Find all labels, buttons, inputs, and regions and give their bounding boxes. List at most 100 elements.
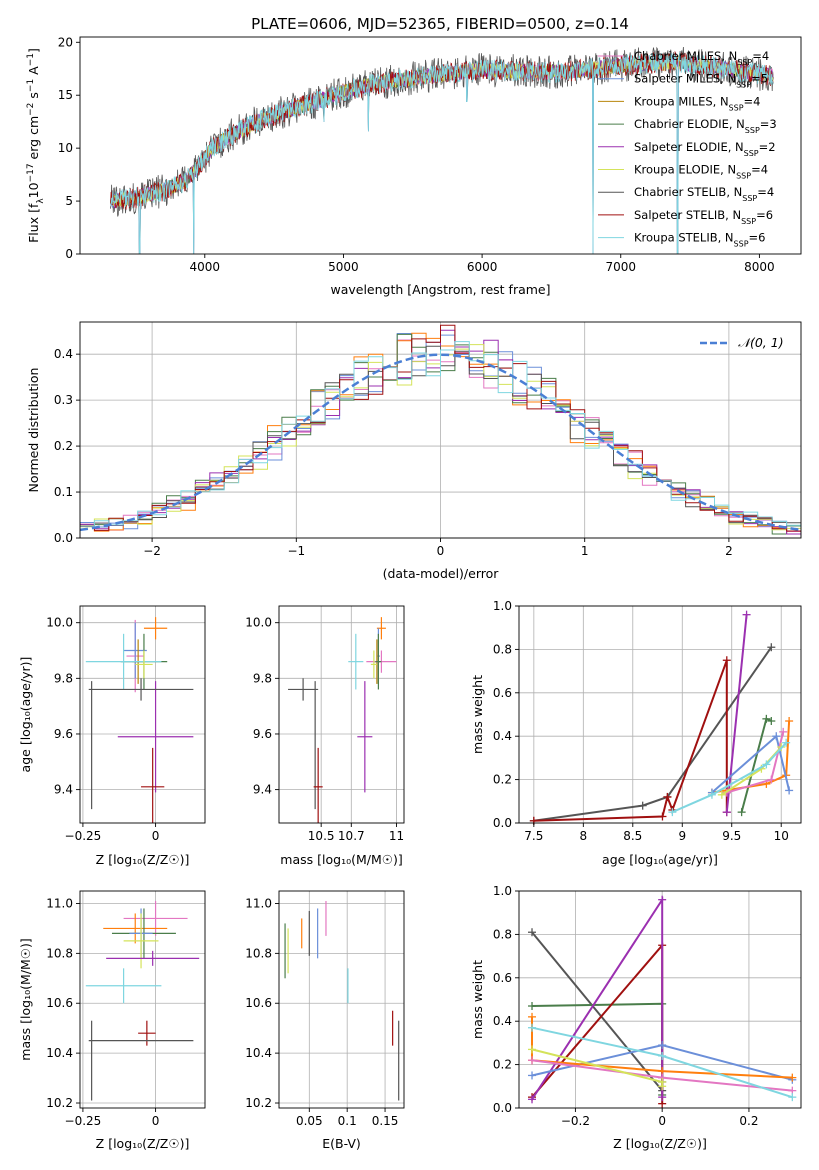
agez-frame [79, 605, 206, 824]
massebv-x-tick-label: 0.1 [338, 1114, 357, 1128]
spectrum-lines [110, 46, 774, 254]
agemass-y-tick-label: 9.6 [253, 727, 272, 741]
wz-series [528, 895, 797, 1108]
wage-x-tick-label: 9.5 [722, 829, 741, 843]
agez-x-tick-label: −0.25 [65, 829, 102, 843]
wage-marker [767, 717, 776, 726]
spectrum-y-tick-label: 15 [58, 88, 73, 102]
residuals-y-tick-label: 0.1 [54, 485, 73, 499]
wage-marker [717, 790, 726, 799]
agez-x-label: Z [log₁₀(Z/Z☉)] [96, 852, 190, 867]
agemass-x-tick-label: 10.5 [308, 829, 335, 843]
wage-y-tick-label: 1.0 [493, 599, 512, 613]
wz-marker [788, 1073, 797, 1082]
massz-x-tick-label: 0 [152, 1114, 160, 1128]
massz-y-tick-label: 10.2 [46, 1096, 73, 1110]
residual-histogram-kroupa-stelib [80, 341, 801, 534]
agez-y-tick-label: 9.6 [54, 727, 73, 741]
agemass-errorbars [288, 617, 397, 823]
wz-x-tick-label: 0.2 [739, 1114, 758, 1128]
wz-marker [658, 1051, 667, 1060]
spectrum-panel: 4000 5000 6000 7000 8000 0 5 10 15 20 wavelength [… [26, 35, 802, 297]
wage-y-tick-label: 0.6 [493, 686, 512, 700]
wage-marker [785, 717, 794, 726]
wage-line-salpeter-stelib [533, 659, 728, 822]
wz-marker [528, 1012, 537, 1021]
wage-x-tick-label: 10 [774, 829, 789, 843]
mass-vs-ebv-panel: 0.05 0.1 0.15 10.2 10.4 10.6 10.8 11.0 E(B-V) [245, 890, 405, 1151]
agemass-x-label: mass [log₁₀(M/M☉)] [280, 852, 402, 867]
wage-x-tick-label: 8 [579, 829, 587, 843]
agemass-x-tick-label: 10.7 [338, 829, 365, 843]
age-vs-metallicity-panel: −0.25 0 9.4 9.6 9.8 10.0 Z [log₁₀(Z/Z☉)] age [l… [18, 605, 206, 867]
residuals-x-tick-label: 1 [581, 544, 589, 558]
wage-y-label: mass weight [470, 675, 485, 754]
wz-marker [528, 1023, 537, 1032]
agez-y-label: age [log₁₀(age/yr)] [18, 657, 33, 773]
wage-marker [782, 738, 791, 747]
wage-line-kroupa-stelib [671, 742, 787, 814]
wz-x-label: Z [log₁₀(Z/Z☉)] [613, 1136, 707, 1151]
wage-marker [722, 808, 731, 817]
massz-errorbar [85, 968, 162, 1004]
massebv-y-tick-label: 11.0 [245, 896, 272, 910]
agemass-frame [278, 605, 405, 824]
residuals-y-tick-label: 0.3 [54, 393, 73, 407]
agemass-x-tick-label: 11 [389, 829, 404, 843]
residuals-panel: −2 −1 0 1 2 0.0 0.1 0.2 0.3 0.4 (data-model)/error… [26, 321, 802, 581]
massz-y-tick-label: 10.6 [46, 996, 73, 1010]
wage-marker [767, 775, 776, 784]
massz-errorbar [138, 1020, 156, 1046]
agez-errorbar [88, 678, 194, 701]
massebv-x-label: E(B-V) [322, 1136, 361, 1151]
wz-x-tick-label: −0.2 [561, 1114, 590, 1128]
massebv-y-tick-label: 10.8 [245, 946, 272, 960]
wage-marker [772, 732, 781, 741]
spectrum-model-kroupa-stelib [110, 52, 774, 254]
spectrum-legend-label: Chabrier ELODIE, NSSP=3 [634, 117, 777, 135]
massz-y-tick-label: 10.4 [46, 1046, 73, 1060]
wz-marker [528, 1045, 537, 1054]
residuals-y-label: Normed distribution [26, 368, 41, 493]
massebv-y-tick-label: 10.2 [245, 1096, 272, 1110]
wage-x-tick-label: 8.5 [623, 829, 642, 843]
wage-marker [638, 801, 647, 810]
massz-errorbar [103, 913, 168, 944]
wz-frame [518, 890, 802, 1109]
wage-marker [737, 808, 746, 817]
agemass-errorbar [375, 633, 382, 690]
wage-marker [742, 610, 751, 619]
normal-curve [80, 353, 801, 532]
wz-marker [528, 1002, 537, 1011]
wz-y-label: mass weight [470, 960, 485, 1039]
massebv-frame [278, 890, 405, 1109]
agez-errorbar [135, 650, 153, 679]
spectrum-y-tick-label: 0 [65, 247, 73, 261]
wage-x-tick-label: 9 [678, 829, 686, 843]
massz-x-tick-label: −0.25 [65, 1114, 102, 1128]
spectrum-frame [79, 36, 802, 255]
wz-marker [658, 1041, 667, 1050]
massz-errorbars [85, 900, 200, 1101]
massz-errorbar [106, 950, 200, 966]
wage-line-salpeter-elodie [725, 614, 748, 813]
agez-y-tick-label: 9.8 [54, 671, 73, 685]
spectrum-legend-label: Kroupa STELIB, NSSP=6 [634, 231, 765, 249]
agemass-errorbar [348, 633, 364, 690]
wz-marker [528, 1071, 537, 1080]
wage-marker [785, 786, 794, 795]
residuals-y-tick-label: 0.4 [54, 347, 73, 361]
wage-marker [707, 790, 716, 799]
agemass-errorbar [288, 678, 319, 701]
wage-marker [658, 812, 667, 821]
residual-histograms [80, 324, 801, 538]
massz-x-label: Z [log₁₀(Z/Z☉)] [96, 1136, 190, 1151]
weight-vs-metallicity-panel: −0.2 0 0.2 0.0 0.2 0.4 0.6 0.8 1.0 Z [log₁₀(Z/Z☉)… [470, 884, 802, 1151]
agez-y-tick-label: 10.0 [46, 616, 73, 630]
wz-y-tick-label: 0.4 [493, 1014, 512, 1028]
spectrum-x-tick-label: 4000 [190, 260, 221, 274]
spectrum-legend-label: Salpeter MILES, NSSP=5 [634, 72, 768, 90]
wz-y-tick-label: 1.0 [493, 884, 512, 898]
residuals-x-tick-label: 2 [725, 544, 733, 558]
